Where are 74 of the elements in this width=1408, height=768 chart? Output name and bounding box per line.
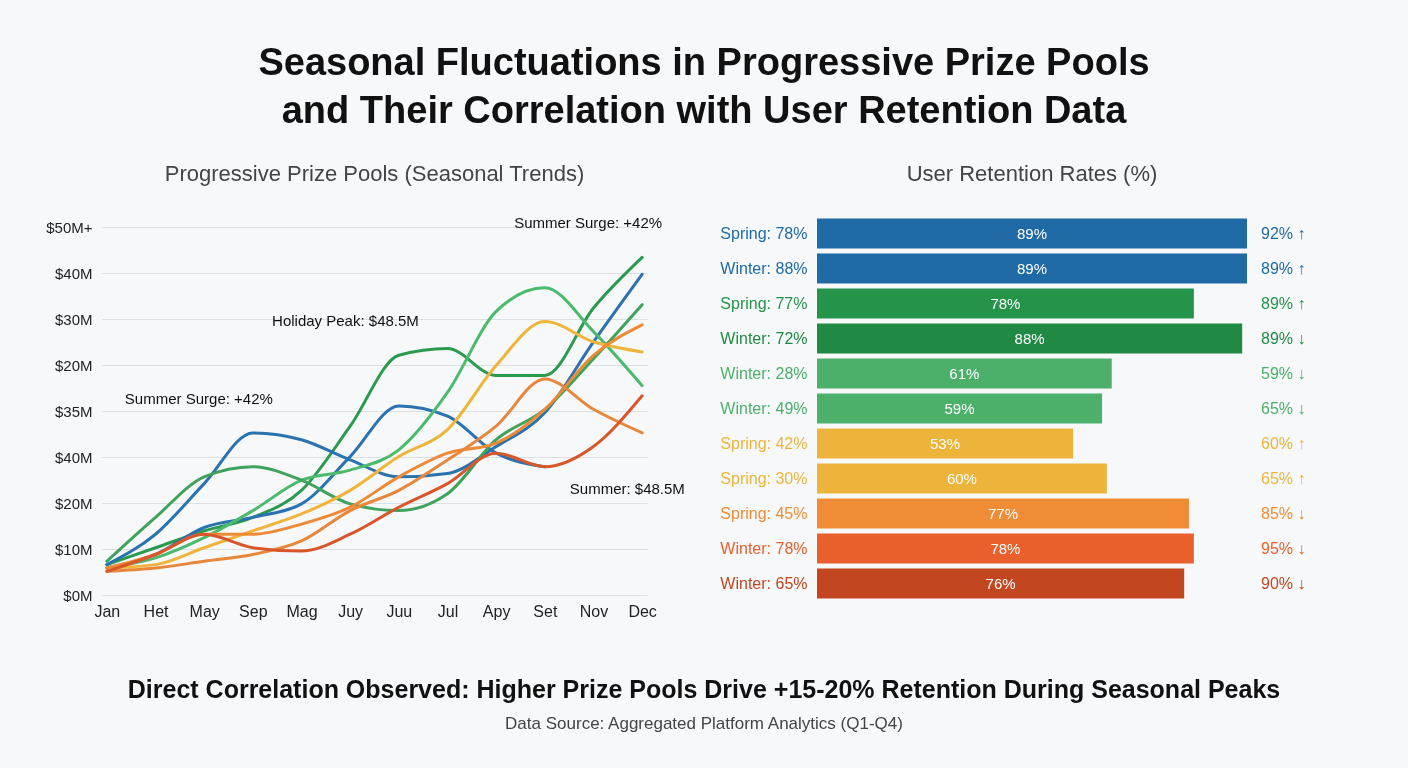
x-tick-label: Nov bbox=[579, 602, 609, 620]
data-label: 53% bbox=[930, 434, 961, 452]
data-label: 89% bbox=[1016, 224, 1048, 242]
x-tick-label: Apy bbox=[482, 602, 511, 620]
y2-tick-label: 65% ↓ bbox=[1261, 399, 1306, 417]
x-tick-label: Juy bbox=[338, 602, 364, 620]
bar bbox=[817, 288, 1194, 319]
bar bbox=[817, 498, 1190, 529]
bar bbox=[817, 393, 1103, 424]
y-tick-label: Winter: 28% bbox=[720, 364, 808, 382]
category-label: $0M bbox=[63, 586, 93, 604]
x-tick-label: May bbox=[189, 602, 220, 620]
y2-tick-label: 90% ↓ bbox=[1261, 574, 1306, 592]
y-tick-label: Spring: 78% bbox=[720, 224, 808, 242]
y2-tick-label: 59% ↓ bbox=[1261, 364, 1306, 382]
data-label: 61% bbox=[949, 364, 980, 382]
bar bbox=[817, 428, 1074, 459]
category-label: $50M+ bbox=[46, 218, 93, 236]
y-tick-label: Spring: 77% bbox=[720, 294, 808, 312]
data-label: 77% bbox=[988, 504, 1019, 522]
category-label: $40M bbox=[54, 448, 93, 466]
y-tick-label: Winter: 88% bbox=[720, 259, 808, 277]
bar bbox=[817, 568, 1185, 599]
bar bbox=[817, 323, 1243, 354]
annotation: Summer Surge: +42% bbox=[514, 214, 663, 232]
x-tick-label: Jan bbox=[94, 602, 121, 620]
y2-tick-label: 89% ↓ bbox=[1261, 329, 1306, 347]
x-tick-label: Sep bbox=[239, 602, 268, 620]
data-label: 59% bbox=[944, 399, 975, 417]
data-label: 78% bbox=[990, 294, 1021, 312]
category-label: $10M bbox=[54, 540, 93, 558]
annotation: Summer Surge: +42% bbox=[124, 389, 273, 407]
x-tick-label: Set bbox=[533, 602, 558, 620]
category-label: $40M bbox=[54, 264, 93, 282]
category-label: $20M bbox=[54, 356, 93, 374]
category-label: $35M bbox=[54, 402, 93, 420]
x-tick-label: Mag bbox=[286, 602, 318, 620]
annotation: Holiday Peak: $48.5M bbox=[272, 312, 419, 330]
y2-tick-label: 65% ↑ bbox=[1261, 469, 1306, 487]
y-tick-label: Spring: 30% bbox=[720, 469, 808, 487]
data-label: 76% bbox=[985, 574, 1016, 592]
y-tick-label: Spring: 45% bbox=[720, 504, 808, 522]
bar bbox=[817, 358, 1112, 389]
chart-title: User Retention Rates (%) bbox=[906, 161, 1158, 186]
y2-tick-label: 95% ↓ bbox=[1261, 539, 1306, 557]
chart-subtitle: Progressive Prize Pools (Seasonal Trends) bbox=[164, 161, 585, 187]
data-label: 78% bbox=[990, 539, 1021, 557]
y-tick-label: Winter: 72% bbox=[720, 329, 808, 347]
y2-tick-label: 89% ↑ bbox=[1261, 259, 1306, 277]
data-label: 88% bbox=[1014, 329, 1045, 347]
y-tick-label: Winter: 65% bbox=[720, 574, 808, 592]
bar bbox=[817, 218, 1247, 249]
x-tick-label: Juu bbox=[386, 602, 413, 620]
y2-tick-label: 92% ↑ bbox=[1261, 224, 1306, 242]
x-tick-label: Jul bbox=[437, 602, 459, 620]
y2-tick-label: 85% ↓ bbox=[1261, 504, 1306, 522]
annotation: Summer: $48.5M bbox=[569, 479, 685, 497]
data-label: 89% bbox=[1016, 259, 1048, 277]
y-tick-label: Winter: 78% bbox=[720, 539, 808, 557]
x-tick-label: Dec bbox=[628, 602, 657, 620]
bar bbox=[817, 253, 1247, 284]
data-label: 60% bbox=[946, 469, 977, 487]
y-tick-label: Winter: 49% bbox=[720, 399, 808, 417]
y2-tick-label: 60% ↑ bbox=[1261, 434, 1306, 452]
y-tick-label: Spring: 42% bbox=[720, 434, 808, 452]
bar bbox=[817, 533, 1194, 564]
category-label: $30M bbox=[54, 310, 93, 328]
bar bbox=[817, 463, 1107, 494]
text: Direct Correlation Observed: Higher Prize Pools Drive +15-20% Retention During Seasonal Peaks bbox=[126, 675, 1282, 704]
source-note: Data Source: Aggregated Platform Analytics (Q1-Q4) bbox=[504, 714, 904, 734]
chart-title: Seasonal Fluctuations in Progressive Prize Pools and Their Correlation with User Retention Data bbox=[257, 40, 1151, 133]
category-label: $20M bbox=[54, 494, 93, 512]
y2-tick-label: 89% ↑ bbox=[1261, 294, 1306, 312]
x-tick-label: Het bbox=[143, 602, 170, 620]
